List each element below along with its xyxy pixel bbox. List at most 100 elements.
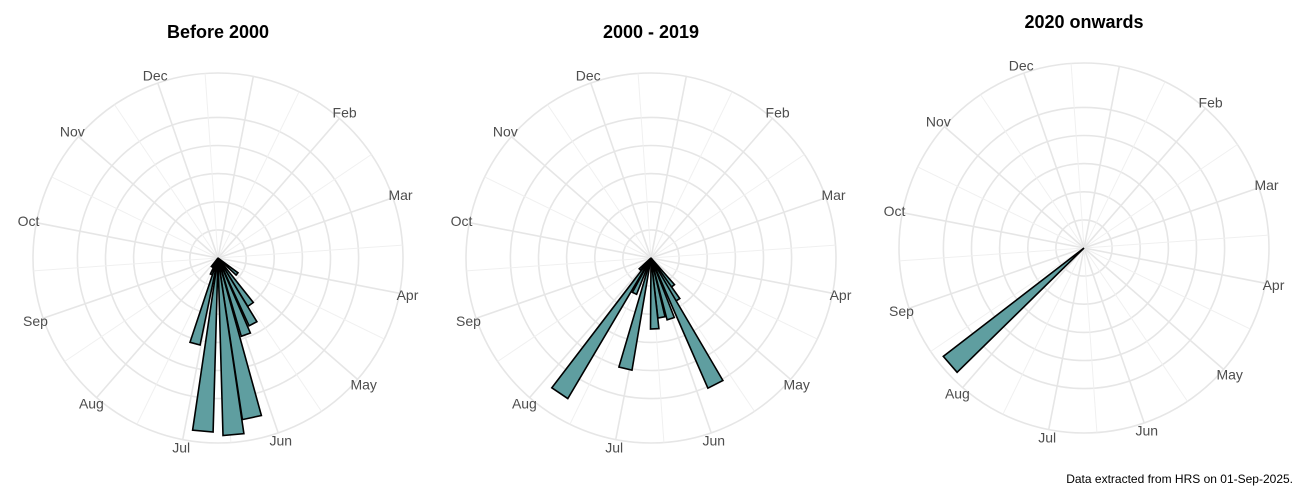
polar-bar [210, 257, 219, 269]
month-label-nov: Nov [493, 123, 518, 139]
month-label-jul: Jul [605, 440, 623, 456]
month-label-mar: Mar [821, 187, 845, 203]
polar-chart-3: Feb Mar Apr May Jun Jul Aug Sep Oct Nov Dec 2020 on… [884, 12, 1285, 446]
polar-bar [617, 257, 652, 372]
grid-ring [1027, 191, 1142, 306]
grid-spoke [217, 76, 255, 259]
grid-spoke-minor [64, 257, 219, 362]
month-label-sep: Sep [456, 313, 481, 329]
month-label-mar: Mar [1254, 177, 1278, 193]
grid-ring [565, 172, 737, 344]
grid-spoke-minor [497, 257, 652, 362]
grid-ring [1055, 219, 1113, 277]
month-label-aug: Aug [945, 386, 970, 402]
polar-bar [217, 257, 259, 327]
grid-spoke-minor [1083, 144, 1238, 249]
polar-bar [188, 257, 219, 346]
grid-spoke [1083, 107, 1207, 249]
polar-bar [217, 257, 245, 437]
month-label-feb: Feb [1199, 94, 1223, 110]
grid-spoke-minor [217, 91, 300, 259]
grid-spoke-minor [650, 154, 805, 259]
month-label-may: May [783, 377, 809, 393]
grid-ring [998, 162, 1170, 334]
month-label-oct: Oct [18, 213, 40, 229]
grid-spoke-minor [1083, 234, 1269, 249]
month-label-may: May [350, 377, 376, 393]
month-label-mar: Mar [388, 187, 412, 203]
grid-spoke [1047, 247, 1085, 430]
month-label-nov: Nov [926, 113, 951, 129]
grid-ring [509, 116, 793, 400]
grid-spoke [469, 221, 652, 259]
polar-chart-2: Feb Mar Apr May Jun Jul Aug Sep Oct Nov Dec 2000 - … [451, 22, 852, 456]
grid-ring [970, 134, 1198, 362]
month-label-dec: Dec [1009, 58, 1034, 74]
grid-spoke [943, 125, 1085, 249]
grid-spoke-minor [217, 257, 385, 340]
grid-spoke-minor [217, 154, 372, 259]
month-label-feb: Feb [766, 104, 790, 120]
grid-spoke-minor [650, 91, 733, 259]
grid-spoke [1083, 247, 1225, 371]
grid-spoke [1083, 187, 1260, 249]
grid-spoke-minor [51, 176, 219, 259]
grid-spoke [217, 257, 359, 381]
grid-ring [465, 72, 837, 444]
month-label-oct: Oct [884, 203, 906, 219]
grid-spoke [217, 197, 394, 259]
grid-spoke-minor [1070, 63, 1085, 249]
grid-ring [132, 172, 304, 344]
month-label-apr: Apr [1263, 277, 1285, 293]
month-label-jul: Jul [172, 440, 190, 456]
month-label-apr: Apr [830, 287, 852, 303]
grid-spoke-minor [466, 257, 652, 272]
grid-ring [32, 72, 404, 444]
month-label-jul: Jul [1038, 430, 1056, 446]
grid-spoke [475, 257, 652, 319]
month-label-aug: Aug [512, 396, 537, 412]
grid-spoke [1083, 247, 1266, 285]
grid-spoke-minor [980, 94, 1085, 249]
grid-spoke [157, 82, 219, 259]
grid-spoke [650, 76, 688, 259]
polar-bar [650, 257, 725, 390]
chart-title: Before 2000 [167, 22, 269, 42]
grid-spoke [1023, 72, 1085, 249]
grid-spoke [42, 257, 219, 319]
month-label-oct: Oct [451, 213, 473, 229]
chart-title: 2000 - 2019 [603, 22, 699, 42]
grid-spoke-minor [114, 104, 219, 259]
grid-spoke-minor [136, 257, 219, 425]
grid-spoke-minor [204, 73, 219, 259]
grid-spoke-minor [650, 244, 836, 259]
grid-spoke-minor [547, 104, 652, 259]
grid-spoke-minor [899, 247, 1085, 262]
month-label-jun: Jun [703, 433, 726, 449]
grid-spoke-minor [1002, 247, 1085, 415]
month-label-nov: Nov [60, 123, 85, 139]
grid-spoke [95, 257, 219, 399]
grid-spoke-minor [1083, 247, 1188, 402]
grid-spoke [590, 82, 652, 259]
grid-spoke-minor [1083, 247, 1251, 330]
grid-spoke [650, 257, 792, 381]
grid-spoke [902, 211, 1085, 249]
grid-ring [161, 201, 276, 316]
grid-ring [898, 62, 1270, 434]
month-label-jun: Jun [1136, 423, 1159, 439]
grid-spoke [528, 257, 652, 399]
grid-ring [76, 116, 360, 400]
polar-bar [638, 257, 652, 272]
polar-bar [191, 257, 219, 433]
grid-ring [942, 106, 1226, 390]
grid-spoke [650, 117, 774, 259]
grid-ring [104, 144, 332, 372]
month-label-may: May [1216, 367, 1242, 383]
month-label-sep: Sep [889, 303, 914, 319]
grid-spoke [650, 257, 833, 295]
data-source-caption: Data extracted from HRS on 01-Sep-2025. [1066, 472, 1293, 486]
polar-chart-1: Feb Mar Apr May Jun Jul Aug Sep Oct Nov Dec Before … [18, 22, 419, 456]
month-label-apr: Apr [397, 287, 419, 303]
